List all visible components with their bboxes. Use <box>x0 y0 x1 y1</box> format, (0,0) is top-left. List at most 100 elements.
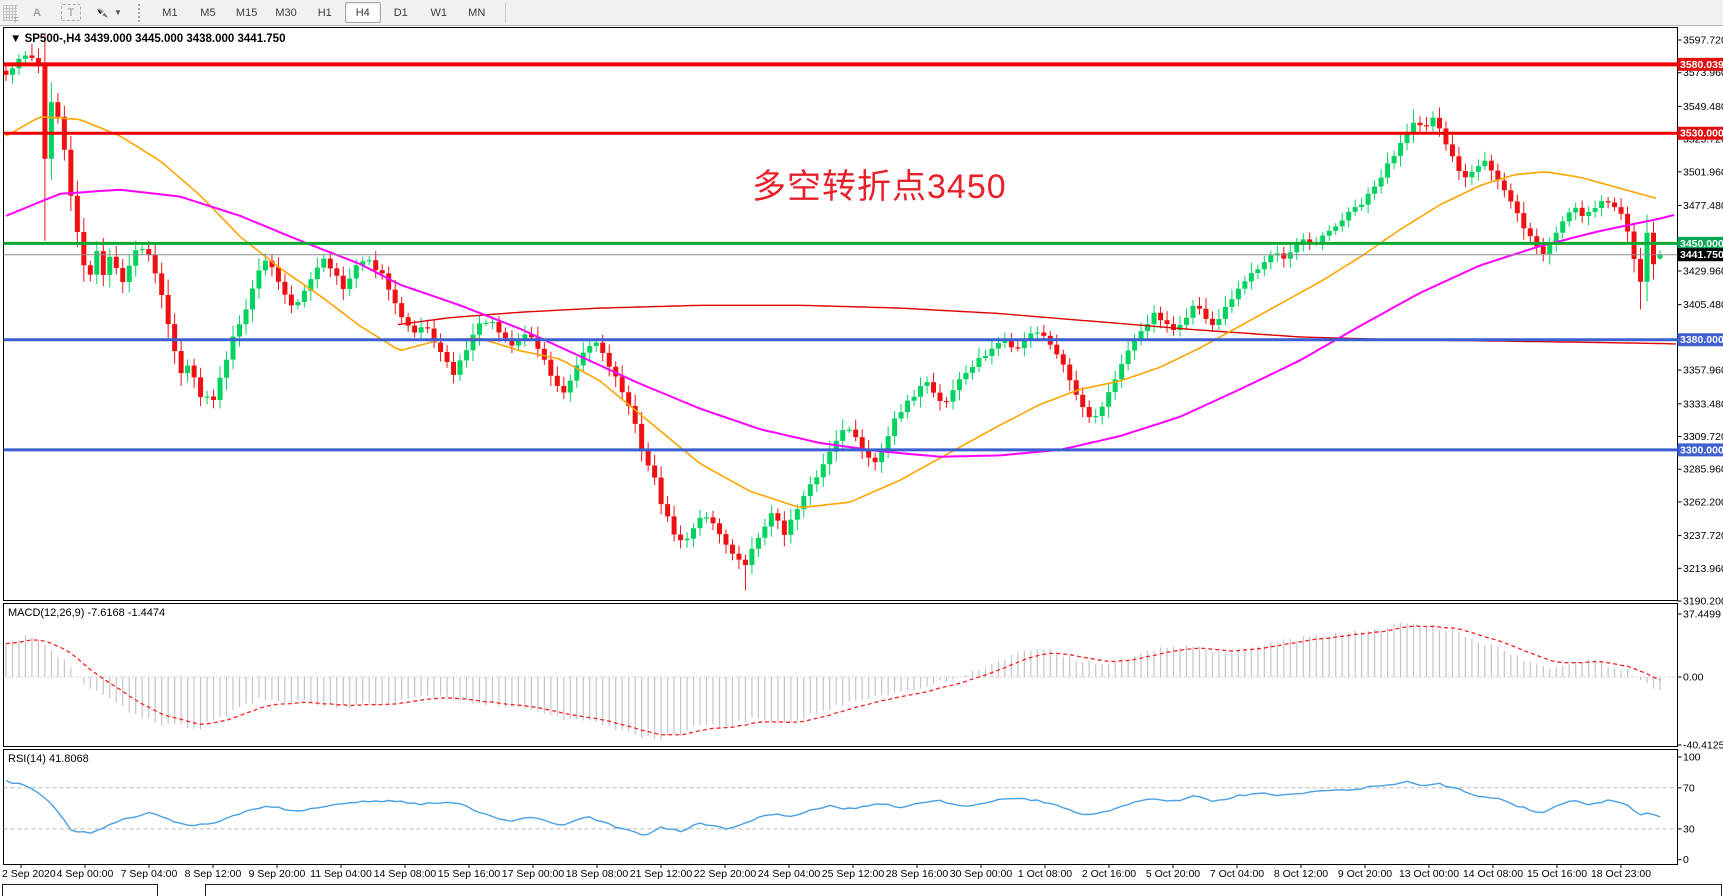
bottom-bar-segment[interactable] <box>205 884 1722 896</box>
rsi-label: RSI(14) 41.8068 <box>8 753 89 765</box>
candle-body <box>879 450 885 463</box>
candle-body <box>120 267 126 282</box>
candle-body <box>535 337 541 349</box>
rsi-axis-label: 100 <box>1683 752 1701 764</box>
candle-body <box>1482 160 1488 167</box>
macd-pane[interactable] <box>3 603 1678 747</box>
candle-body <box>678 534 684 541</box>
candle-body <box>243 309 249 325</box>
date-label: 15 Sep 16:00 <box>438 868 501 880</box>
candle-body <box>269 260 275 268</box>
candle-body <box>1605 201 1611 203</box>
y-tick-label: 3549.480 <box>1683 101 1723 113</box>
candle-body <box>606 352 612 367</box>
y-tick-label: 3285.960 <box>1683 464 1723 476</box>
candle-body <box>464 350 470 361</box>
candle-body <box>431 328 437 343</box>
candle-body <box>451 361 457 375</box>
candle-body <box>1333 226 1339 231</box>
candle-body <box>146 249 152 255</box>
dropdown-caret-icon[interactable]: ▼ <box>114 8 122 17</box>
candle-body <box>697 517 703 529</box>
rsi-axis-label: 30 <box>1683 823 1695 835</box>
candle-body <box>321 258 327 268</box>
arrows-icon[interactable]: ▼ <box>87 2 130 23</box>
candle-body <box>9 68 15 75</box>
candle-body <box>444 351 450 362</box>
candle-body <box>632 405 638 424</box>
candle-body <box>1423 125 1429 127</box>
candle-body <box>665 504 671 517</box>
timeframe-h1-button[interactable]: H1 <box>317 6 332 19</box>
candle-body <box>736 553 742 560</box>
candle-body <box>1145 324 1151 332</box>
date-label: 13 Oct 00:00 <box>1399 868 1459 880</box>
candle-body <box>600 342 606 353</box>
date-label: 18 Oct 23:00 <box>1591 868 1651 880</box>
candle-body <box>924 382 930 386</box>
candle-body <box>1625 213 1631 232</box>
y-tick-label: 3357.960 <box>1683 365 1723 377</box>
candle-body <box>159 273 165 295</box>
candle-body <box>1365 193 1371 205</box>
candle-body <box>496 321 502 333</box>
candle-body <box>211 396 217 401</box>
candle-body <box>1125 350 1131 364</box>
candle-body <box>1469 171 1475 178</box>
macd-axis-label: 37.4499 <box>1683 609 1721 621</box>
timeframe-m5-button[interactable]: M5 <box>200 6 216 19</box>
date-label: 9 Oct 20:00 <box>1338 868 1392 880</box>
text-label-icon[interactable]: T <box>61 4 81 21</box>
bottom-bar-segment[interactable] <box>2 884 158 896</box>
y-tick-label: 3597.720 <box>1683 35 1723 47</box>
candle-body <box>178 351 184 374</box>
date-label: 5 Oct 20:00 <box>1146 868 1200 880</box>
candle-body <box>1034 332 1040 334</box>
candle-body <box>1592 208 1598 212</box>
price-pane[interactable] <box>3 27 1678 601</box>
rsi-line <box>5 779 1661 836</box>
candle-body <box>418 327 424 333</box>
timeframe-d1-button[interactable]: D1 <box>393 6 408 19</box>
candle-body <box>1307 239 1313 243</box>
candle-body <box>100 251 106 275</box>
candle-body <box>74 195 80 232</box>
chart-canvas[interactable]: 3597.7203573.9603549.4803525.7203501.960… <box>0 25 1723 896</box>
insert-text-icon[interactable]: A <box>33 6 41 19</box>
candle-body <box>840 430 846 441</box>
rsi-pane[interactable] <box>3 749 1678 865</box>
date-label: 9 Sep 20:00 <box>249 868 306 880</box>
price-level-badge-label: 3450.000 <box>1680 238 1723 250</box>
candle-body <box>580 352 586 366</box>
candle-body <box>172 324 178 352</box>
timeframe-m1-button[interactable]: M1 <box>162 6 178 19</box>
timeframe-m15-button[interactable]: M15 <box>235 6 258 19</box>
date-axis[interactable]: 2 Sep 2020 4 Sep 00:00 7 Sep 04:00 8 Sep 12… <box>2 864 1651 881</box>
candle-body <box>191 365 197 378</box>
candles-layer[interactable] <box>3 35 1663 591</box>
candle-body <box>982 355 988 359</box>
timeframe-m30-button[interactable]: M30 <box>275 6 297 19</box>
candle-body <box>1411 122 1417 134</box>
candle-body <box>1618 207 1624 214</box>
arrows-glyph <box>97 7 108 18</box>
timeframe-w1-button[interactable]: W1 <box>430 6 447 19</box>
candle-body <box>1462 171 1468 178</box>
price-level-badge-label: 3580.039 <box>1680 59 1723 71</box>
candle-body <box>1106 392 1112 407</box>
candle-body <box>425 327 431 329</box>
candle-body <box>204 396 210 398</box>
candle-body <box>950 390 956 402</box>
date-label: 24 Sep 04:00 <box>758 868 821 880</box>
date-label: 22 Sep 20:00 <box>694 868 757 880</box>
candle-body <box>353 265 359 279</box>
candle-body <box>1612 202 1618 208</box>
timeframe-mn-button[interactable]: MN <box>468 6 486 19</box>
candle-body <box>165 294 171 325</box>
timeframe-h4-button[interactable]: H4 <box>344 2 381 23</box>
candle-body <box>295 302 301 306</box>
candle-body <box>866 448 872 458</box>
candle-body <box>412 325 418 333</box>
candle-body <box>1326 230 1332 236</box>
